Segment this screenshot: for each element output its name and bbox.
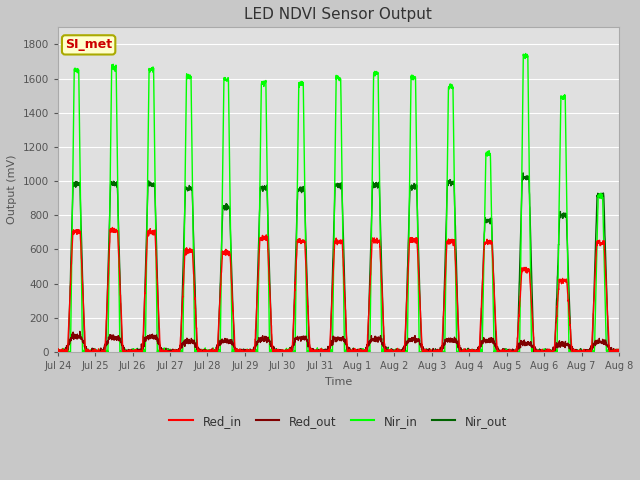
- Legend: Red_in, Red_out, Nir_in, Nir_out: Red_in, Red_out, Nir_in, Nir_out: [164, 410, 512, 432]
- Text: SI_met: SI_met: [65, 38, 112, 51]
- Title: LED NDVI Sensor Output: LED NDVI Sensor Output: [244, 7, 432, 22]
- Y-axis label: Output (mV): Output (mV): [7, 155, 17, 224]
- X-axis label: Time: Time: [324, 376, 352, 386]
